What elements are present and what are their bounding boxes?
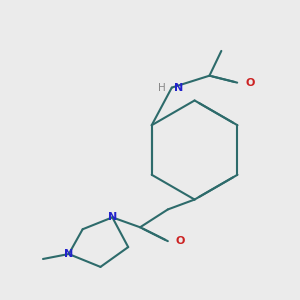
Text: H: H (158, 82, 166, 93)
Text: N: N (108, 212, 117, 222)
Text: O: O (176, 236, 185, 246)
Text: O: O (245, 78, 254, 88)
Text: N: N (174, 82, 183, 93)
Text: N: N (64, 249, 74, 259)
